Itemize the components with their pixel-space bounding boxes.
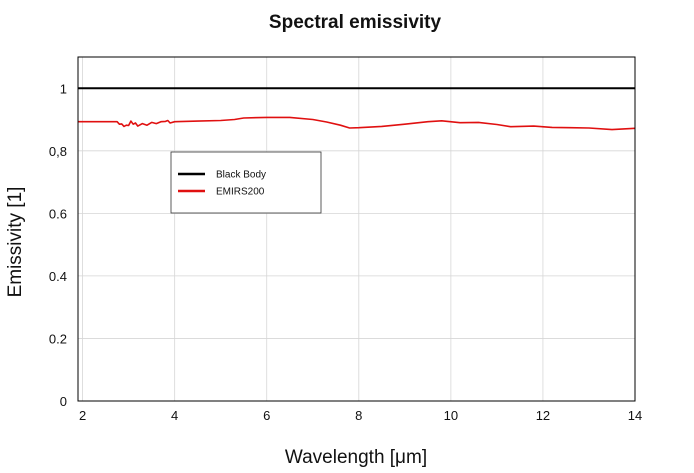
y-tick-label: 0.4 — [49, 269, 67, 284]
legend: Black Body EMIRS200 — [170, 151, 322, 214]
y-axis-label: Emissivity [1] — [5, 187, 26, 298]
x-axis-label: Wavelength [μm] — [285, 447, 427, 468]
y-tick-label: 1 — [60, 81, 67, 96]
x-tick-label: 2 — [79, 408, 86, 423]
y-tick-label: 0.6 — [49, 206, 67, 221]
x-tick-label: 12 — [536, 408, 550, 423]
legend-entry: EMIRS200 — [216, 187, 265, 198]
x-tick-label: 8 — [355, 408, 362, 423]
tick-labels: 2 4 6 8 10 12 14 0 0.2 0.4 0.6 0,8 1 — [49, 81, 642, 423]
series-line-emirs200 — [78, 116, 636, 131]
grid-lines — [78, 57, 636, 402]
x-tick-label: 14 — [628, 408, 642, 423]
plot-frame — [77, 56, 636, 402]
x-tick-label: 4 — [171, 408, 178, 423]
legend-box — [170, 151, 322, 214]
y-tick-label: 0,8 — [49, 144, 67, 159]
y-tick-label: 0.2 — [49, 331, 67, 346]
series-layer — [78, 87, 636, 131]
x-tick-label: 6 — [263, 408, 270, 423]
x-tick-label: 10 — [444, 408, 458, 423]
chart-title: Spectral emissivity — [269, 12, 442, 33]
y-tick-label: 0 — [60, 394, 67, 409]
legend-entry: Black Body — [216, 170, 266, 181]
